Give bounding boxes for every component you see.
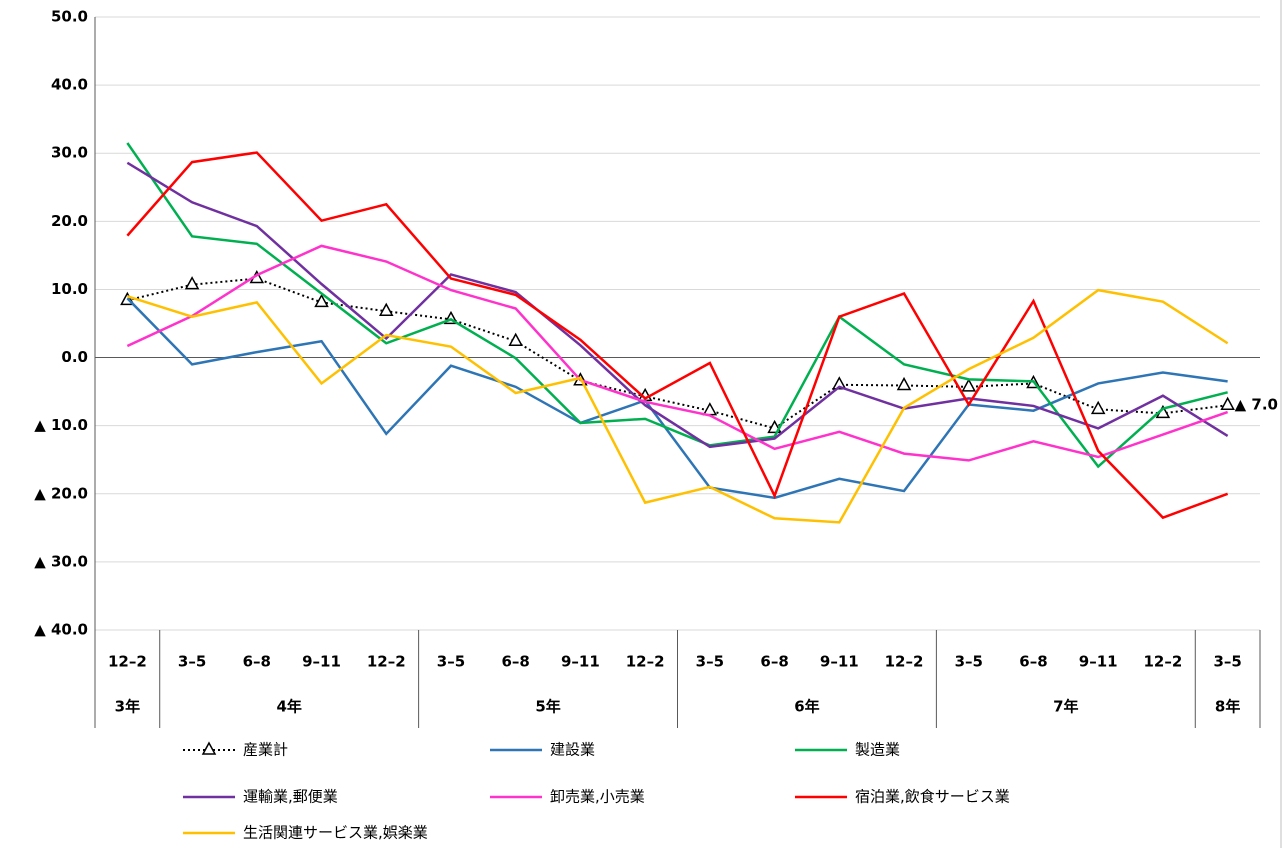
x-tick-label: 12–2 xyxy=(1144,653,1183,671)
point-marker xyxy=(1220,396,1235,410)
point-marker xyxy=(961,378,977,392)
point-marker xyxy=(1090,400,1106,415)
x-tick-label: 12–2 xyxy=(626,653,665,671)
x-tick-label: 3–5 xyxy=(1213,653,1241,671)
x-tick-label: 9–11 xyxy=(561,653,600,671)
legend-label: 卸売業,小売業 xyxy=(550,788,645,806)
series-line xyxy=(126,151,1229,520)
x-tick-label: 6–8 xyxy=(1019,653,1047,671)
series-line xyxy=(126,142,1228,469)
y-tick-label: 30.0 xyxy=(51,144,88,162)
series-line xyxy=(126,244,1229,462)
x-tick-label: 6–8 xyxy=(243,653,271,671)
x-group-label: 3年 xyxy=(115,698,140,716)
y-tick-label: 50.0 xyxy=(51,8,88,26)
legend-label: 建設業 xyxy=(550,741,595,759)
point-marker xyxy=(184,276,200,290)
series-line xyxy=(126,297,1228,500)
y-tick-label: 10.0 xyxy=(51,280,88,298)
x-group-label: 8年 xyxy=(1215,698,1240,716)
legend-label: 製造業 xyxy=(855,741,900,759)
x-tick-label: 3–5 xyxy=(696,653,724,671)
x-tick-label: 9–11 xyxy=(820,653,859,671)
legend-marker xyxy=(201,741,217,755)
y-tick-label: ▲ 30.0 xyxy=(34,552,88,570)
y-tick-label: 40.0 xyxy=(51,76,88,94)
legend-label: 生活関連サービス業,娯楽業 xyxy=(243,824,428,842)
x-group-label: 5年 xyxy=(535,698,560,716)
y-tick-label: 20.0 xyxy=(51,212,88,230)
x-tick-label: 6–8 xyxy=(760,653,788,671)
legend-label: 産業計 xyxy=(243,741,288,759)
point-marker xyxy=(508,332,523,346)
point-marker xyxy=(832,376,847,390)
legend-label: 運輸業,郵便業 xyxy=(243,788,338,806)
x-tick-label: 6–8 xyxy=(502,653,530,671)
point-marker xyxy=(314,293,329,308)
y-tick-label: ▲ 10.0 xyxy=(34,416,88,434)
x-tick-label: 12–2 xyxy=(108,653,147,671)
series-line xyxy=(126,161,1229,449)
y-tick-label: ▲ 20.0 xyxy=(34,484,88,502)
x-tick-label: 3–5 xyxy=(178,653,206,671)
y-tick-label: ▲ 40.0 xyxy=(34,621,88,639)
point-marker xyxy=(378,302,394,316)
x-group-label: 4年 xyxy=(276,698,301,716)
y-tick-label: 0.0 xyxy=(61,348,88,366)
x-tick-label: 3–5 xyxy=(437,653,465,671)
x-tick-label: 9–11 xyxy=(302,653,341,671)
series-line xyxy=(126,288,1229,524)
point-marker xyxy=(896,376,912,391)
x-group-label: 7年 xyxy=(1053,698,1078,716)
x-group-label: 6年 xyxy=(794,698,819,716)
legend-label: 宿泊業,飲食サービス業 xyxy=(855,788,1010,806)
x-tick-label: 9–11 xyxy=(1079,653,1118,671)
x-tick-label: 12–2 xyxy=(367,653,406,671)
x-tick-label: 3–5 xyxy=(955,653,983,671)
series-line xyxy=(127,277,1228,430)
value-label: ▲ 7.0 xyxy=(1235,396,1278,414)
point-marker xyxy=(702,402,718,416)
x-tick-label: 12–2 xyxy=(885,653,924,671)
